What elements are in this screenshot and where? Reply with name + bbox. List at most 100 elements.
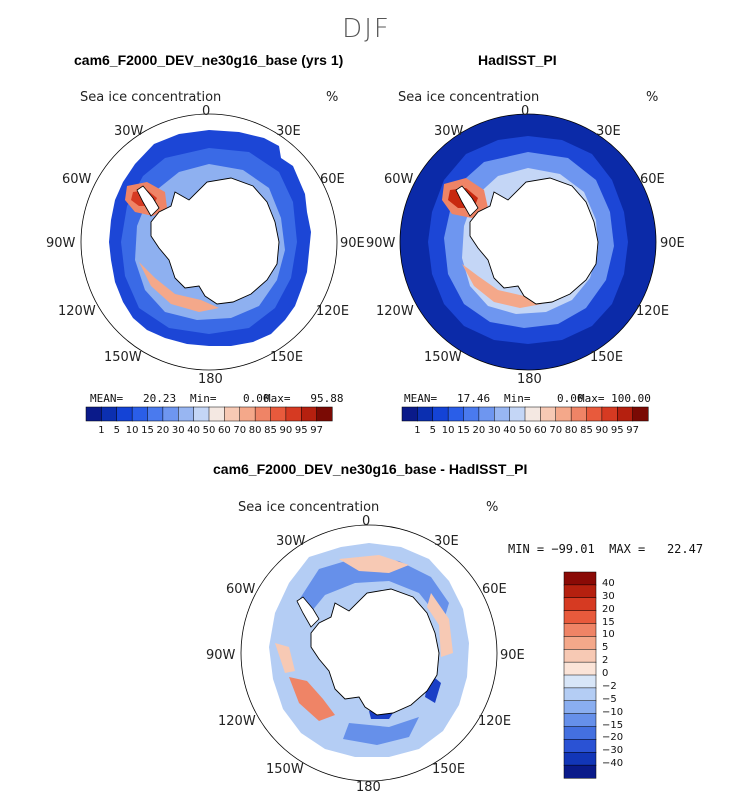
- model-colorbar-swatch: [301, 406, 318, 422]
- units-label-diff: %: [486, 500, 499, 515]
- model-colorbar-swatch: [116, 406, 133, 422]
- lon-label-diff-150e: 150E: [432, 762, 466, 777]
- obs-colorbar-tick-label: 90: [595, 425, 609, 436]
- stat-max-obs: Max= 100.00: [578, 392, 651, 405]
- lon-label-obs-150w: 150W: [424, 350, 462, 365]
- lon-label-obs-0: 0: [521, 104, 530, 119]
- obs-colorbar-swatch: [478, 406, 495, 422]
- lon-label-diff-90w: 90W: [206, 648, 236, 663]
- diff-colorbar-swatch: [563, 726, 597, 740]
- stat-minmax-diff: MIN = −99.01 MAX = 22.47: [508, 542, 704, 556]
- diff-colorbar-tick-label: −15: [602, 719, 624, 731]
- model-colorbar-swatch: [270, 406, 287, 422]
- lon-label-obs-120e: 120E: [636, 304, 670, 319]
- obs-colorbar-swatch: [417, 406, 434, 422]
- model-colorbar-tick-label: 15: [141, 425, 154, 436]
- lon-label-obs-90w: 90W: [366, 236, 396, 251]
- colorbar-ticks-obs: 1 5 10 15 20 30 40 50 60 70 80 85 90 95 97: [402, 425, 648, 439]
- diff-colorbar-swatch: [563, 739, 597, 753]
- lon-label-diff-60e: 60E: [482, 582, 507, 597]
- diff-colorbar-tick-label: 10: [602, 629, 615, 641]
- obs-colorbar-tick-label: 80: [564, 425, 578, 436]
- diff-colorbar-swatch: [563, 584, 597, 599]
- lon-label-model-90w: 90W: [46, 236, 76, 251]
- model-colorbar-swatch: [224, 406, 241, 422]
- obs-colorbar-tick-label: 20: [472, 425, 486, 436]
- model-colorbar-swatch: [316, 406, 333, 422]
- lon-label-model-90e: 90E: [340, 236, 365, 251]
- model-colorbar-swatch: [208, 406, 225, 422]
- lon-label-diff-60w: 60W: [226, 582, 256, 597]
- lon-label-diff-90e: 90E: [500, 648, 525, 663]
- model-colorbar-swatch: [239, 406, 256, 422]
- obs-colorbar-tick-label: 5: [429, 425, 436, 436]
- diff-colorbar-tick-label: −40: [602, 758, 624, 770]
- obs-colorbar-tick-label: 40: [503, 425, 516, 436]
- season-title: DJF: [342, 14, 391, 44]
- obs-colorbar-tick-label: 85: [580, 425, 593, 436]
- obs-colorbar-tick-label: 15: [457, 425, 470, 436]
- lon-label-obs-30e: 30E: [596, 124, 621, 139]
- diff-colorbar-swatch: [563, 661, 597, 676]
- colorbar-model: [85, 406, 333, 422]
- model-colorbar-tick-label: 95: [294, 425, 308, 436]
- model-colorbar-tick-label: 97: [310, 425, 323, 436]
- model-colorbar-swatch: [193, 406, 210, 422]
- obs-colorbar-tick-label: 50: [518, 425, 532, 436]
- model-colorbar-tick-label: 40: [187, 425, 200, 436]
- model-colorbar-tick-label: 70: [233, 425, 247, 436]
- stat-mean-model: MEAN= 20.23: [90, 392, 177, 405]
- colorbar-ticks-diff: 40 30 20 15 10 5 2 0 −2 −5 −10 −15 −20 −30 −40: [602, 572, 642, 780]
- model-colorbar-tick-label: 85: [264, 425, 277, 436]
- model-colorbar-tick-label: 50: [202, 425, 216, 436]
- obs-colorbar-tick-label: 1: [414, 425, 421, 436]
- units-label-model: %: [326, 90, 339, 105]
- panel-title-model: cam6_F2000_DEV_ne30g16_base (yrs 1): [74, 52, 344, 68]
- lon-label-diff-120w: 120W: [218, 714, 256, 729]
- obs-colorbar-swatch: [586, 406, 603, 422]
- diff-colorbar-swatch: [563, 571, 597, 586]
- model-colorbar-swatch: [131, 406, 149, 422]
- lon-label-model-0: 0: [202, 104, 211, 119]
- model-colorbar-tick-label: 5: [113, 425, 120, 436]
- diff-colorbar-swatch: [563, 687, 597, 702]
- diff-colorbar-swatch: [563, 713, 597, 728]
- diff-colorbar-tick-label: 5: [602, 642, 609, 654]
- diff-colorbar-tick-label: −2: [602, 680, 617, 692]
- diff-colorbar-tick-label: −20: [602, 732, 624, 744]
- diff-colorbar-tick-label: 40: [602, 577, 615, 589]
- model-colorbar-swatch: [254, 406, 272, 422]
- lon-label-model-150w: 150W: [104, 350, 142, 365]
- diff-colorbar-swatch: [563, 674, 597, 689]
- stat-min-model: Min= 0.00: [190, 392, 270, 405]
- obs-colorbar-tick-label: 30: [487, 425, 501, 436]
- diff-colorbar-swatch: [563, 636, 597, 650]
- stat-max-model: Max= 95.88: [264, 392, 344, 405]
- obs-colorbar-swatch: [570, 406, 588, 422]
- panel-title-obs: HadISST_PI: [478, 52, 557, 68]
- stat-mean-obs: MEAN= 17.46: [404, 392, 491, 405]
- diff-colorbar-swatch: [563, 752, 597, 766]
- model-colorbar-swatch: [178, 406, 195, 422]
- diff-colorbar-tick-label: 2: [602, 655, 609, 667]
- diff-colorbar-swatch: [563, 597, 597, 612]
- obs-colorbar-tick-label: 95: [610, 425, 624, 436]
- diff-colorbar-tick-label: 0: [602, 668, 609, 679]
- polar-map-diff: [240, 524, 498, 782]
- lon-label-diff-30w: 30W: [276, 534, 306, 549]
- obs-colorbar-swatch: [632, 406, 649, 422]
- lon-label-diff-0: 0: [362, 514, 371, 529]
- model-colorbar-tick-label: 20: [156, 425, 170, 436]
- model-colorbar-tick-label: 60: [218, 425, 231, 436]
- obs-colorbar-tick-label: 97: [626, 425, 639, 436]
- diff-colorbar-swatch: [563, 764, 597, 779]
- lon-label-model-60e: 60E: [320, 172, 345, 187]
- variable-label-model: Sea ice concentration: [80, 90, 222, 105]
- diff-colorbar-tick-label: 20: [602, 603, 615, 615]
- variable-label-diff: Sea ice concentration: [238, 500, 380, 515]
- model-colorbar-swatch: [147, 406, 164, 422]
- diff-colorbar-tick-label: −10: [602, 706, 624, 718]
- lon-label-obs-30w: 30W: [434, 124, 464, 139]
- stat-min-obs: Min= 0.00: [504, 392, 584, 405]
- obs-colorbar-swatch: [494, 406, 511, 422]
